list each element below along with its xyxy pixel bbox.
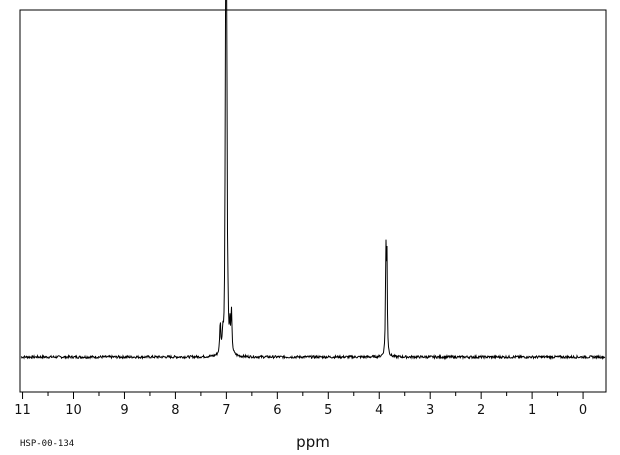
x-tick-label: 9 — [120, 403, 128, 418]
x-axis-title: ppm — [296, 433, 330, 451]
x-tick-label: 11 — [14, 403, 31, 418]
x-tick-label: 5 — [324, 403, 332, 418]
x-tick-label: 7 — [222, 403, 230, 418]
x-tick-label: 3 — [426, 403, 434, 418]
x-tick-label: 1 — [528, 403, 536, 418]
x-tick-label: 2 — [477, 403, 485, 418]
x-tick-label: 4 — [375, 403, 383, 418]
sample-id-label: HSP-00-134 — [20, 439, 74, 449]
x-tick-label: 6 — [273, 403, 281, 418]
x-tick-label: 8 — [171, 403, 179, 418]
x-tick-label: 10 — [65, 403, 82, 418]
spectrum-trace — [20, 0, 606, 361]
plot-frame — [19, 9, 607, 393]
x-axis-ticks: 11 10 9 8 7 6 5 4 3 2 1 0 — [14, 392, 587, 418]
x-tick-label: 0 — [579, 403, 587, 418]
